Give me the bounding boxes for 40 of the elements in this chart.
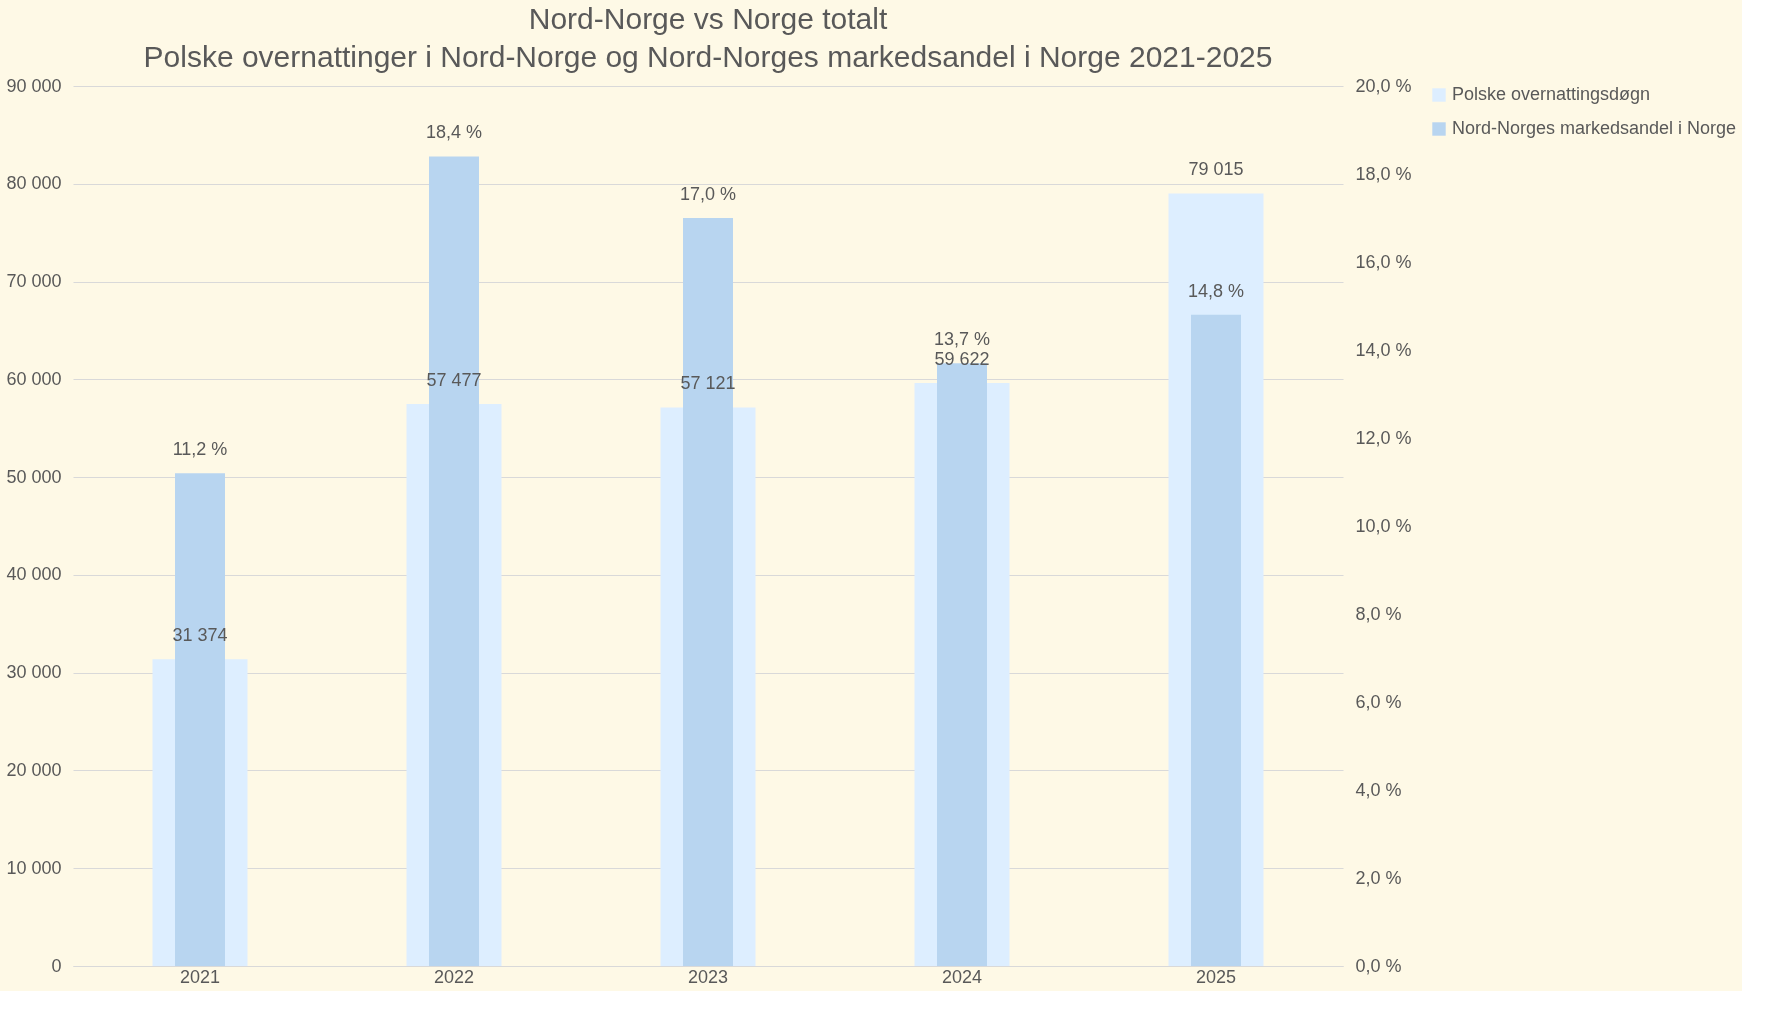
chart-title: Nord-Norge vs Norge totalt — [528, 2, 888, 35]
y2-tick-label: 18,0 % — [1355, 163, 1412, 184]
data-label: 57 121 — [680, 373, 736, 394]
y2-tick-label: 0,0 % — [1355, 955, 1402, 976]
legend-label: Nord-Norges markedsandel i Norge — [1452, 118, 1737, 138]
chart-subtitle: Polske overnattinger i Nord-Norge og Nord-Norges markedsandel i Norge 2021-2025 — [143, 40, 1273, 73]
x-tick-label: 2021 — [179, 966, 221, 987]
y2-tick-label: 6,0 % — [1355, 691, 1402, 712]
y-tick-label: 20 000 — [6, 759, 62, 780]
x-tick-label: 2023 — [687, 966, 729, 987]
data-label: 13,7 % — [933, 329, 991, 350]
y-tick-label: 40 000 — [6, 564, 62, 585]
x-tick-label: 2022 — [433, 966, 475, 987]
y-tick-label: 80 000 — [6, 173, 62, 194]
data-label: 31 374 — [172, 625, 228, 646]
data-label: 18,4 % — [425, 122, 483, 143]
x-tick-label: 2025 — [1195, 966, 1237, 987]
x-tick-label: 2024 — [941, 966, 983, 987]
legend-label: Polske overnattingsdøgn — [1452, 84, 1651, 104]
data-label: 79 015 — [1188, 159, 1244, 180]
data-label: 57 477 — [426, 370, 482, 390]
y-tick-label: 10 000 — [6, 857, 62, 878]
data-label: 14,8 % — [1187, 280, 1245, 301]
y2-tick-label: 16,0 % — [1355, 251, 1412, 272]
data-label: 11,2 % — [172, 439, 228, 460]
data-label: 17,0 % — [679, 184, 737, 204]
y-tick-label: 60 000 — [6, 368, 62, 389]
y2-tick-label: 8,0 % — [1355, 603, 1402, 624]
data-label: 59 622 — [934, 349, 990, 370]
y-tick-label: 0 — [51, 955, 62, 976]
y2-tick-label: 10,0 % — [1355, 515, 1412, 536]
y-tick-label: 90 000 — [6, 75, 62, 96]
y2-tick-label: 12,0 % — [1355, 427, 1412, 448]
y2-tick-label: 20,0 % — [1355, 75, 1412, 96]
y2-tick-label: 14,0 % — [1355, 339, 1412, 360]
y2-tick-label: 4,0 % — [1355, 779, 1402, 800]
y-tick-label: 70 000 — [6, 271, 62, 292]
y-tick-label: 50 000 — [6, 466, 62, 487]
y-tick-label: 30 000 — [6, 662, 62, 683]
y2-tick-label: 2,0 % — [1355, 867, 1402, 888]
